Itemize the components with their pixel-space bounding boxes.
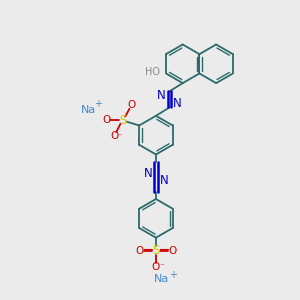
Text: ⁻: ⁻ [159,262,164,271]
Text: N: N [173,97,182,110]
Text: O: O [152,262,160,272]
Text: +: + [94,99,103,109]
Text: O: O [102,115,111,125]
Text: ⁻: ⁻ [118,132,122,141]
Text: N: N [160,174,169,187]
Text: HO: HO [145,67,160,77]
Text: Na: Na [81,105,96,115]
Text: O: O [127,100,135,110]
Text: Na: Na [154,274,169,284]
Text: N: N [157,89,166,102]
Text: +: + [169,270,177,280]
Text: O: O [110,130,119,141]
Text: S: S [119,114,127,127]
Text: O: O [135,246,143,256]
Text: S: S [152,244,160,257]
Text: N: N [143,167,152,180]
Text: O: O [169,246,177,256]
